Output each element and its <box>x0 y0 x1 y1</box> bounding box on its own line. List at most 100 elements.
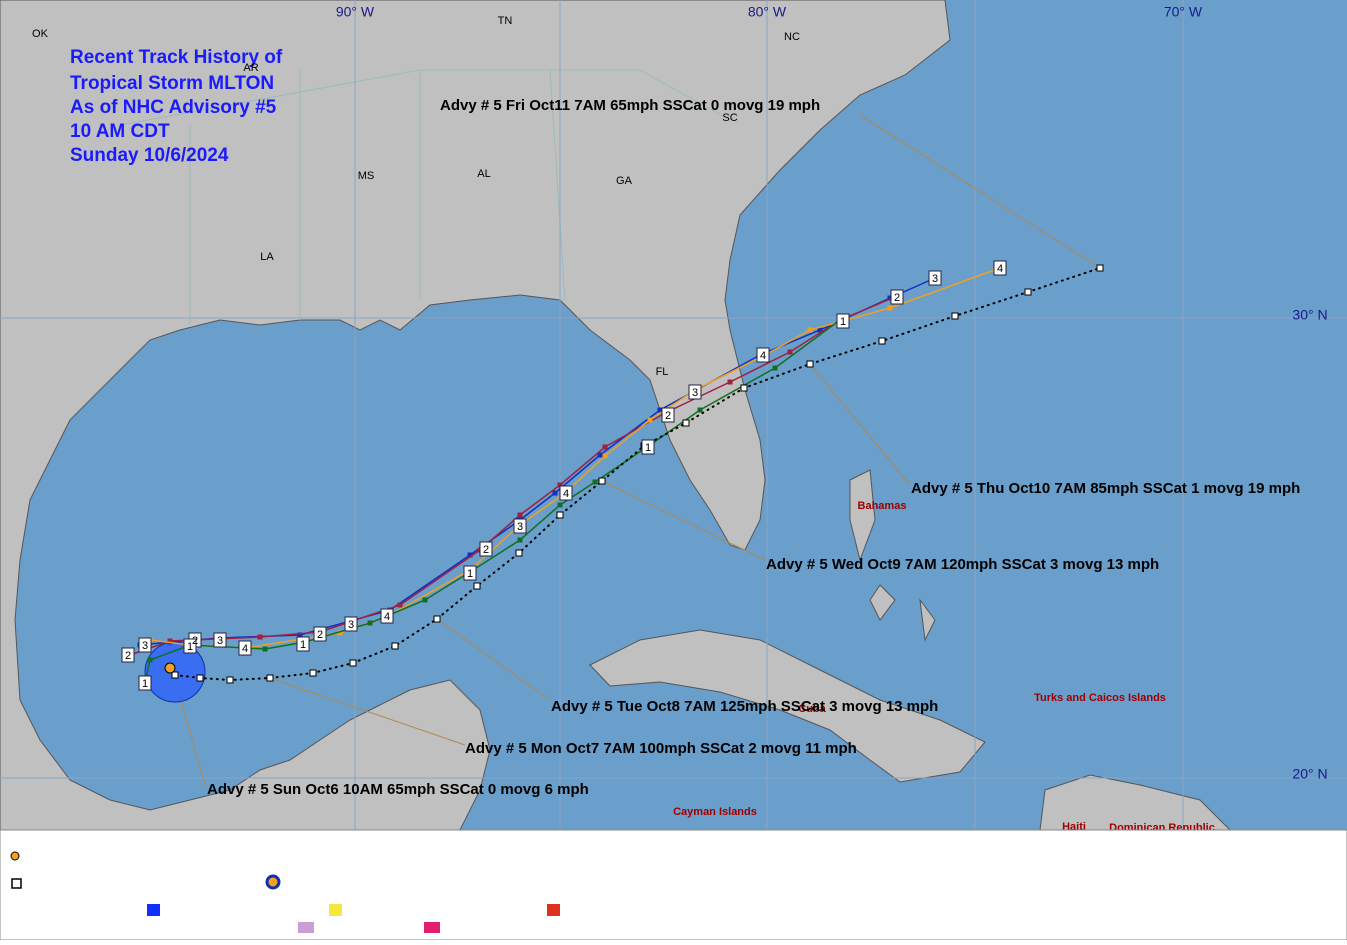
title-line: 10 AM CDT <box>70 121 170 142</box>
track-marker-label: 3 <box>217 635 223 647</box>
forecast-swatch <box>11 878 22 889</box>
sts-swatch <box>329 904 342 916</box>
center-swatch <box>10 851 20 861</box>
longitude-label: 90° W <box>336 4 375 20</box>
track-point <box>557 502 563 508</box>
track-marker-box <box>121 647 135 663</box>
state-label: LA <box>260 251 274 263</box>
state-borders <box>119 69 731 325</box>
track-point <box>887 305 893 311</box>
state-label: NC <box>784 31 800 43</box>
track-marker-box <box>993 260 1007 276</box>
state-label: FL <box>656 366 669 378</box>
track-point <box>367 620 373 626</box>
advisory-annotation: Advy # 5 Fri Oct11 7AM 65mph SSCat 0 mov… <box>440 97 820 114</box>
state-label: AR <box>243 62 258 74</box>
forecast-position <box>806 360 814 368</box>
advisory-annotation: Advy # 5 Thu Oct10 7AM 85mph SSCat 1 mov… <box>911 480 1300 497</box>
track-marker-label: 4 <box>760 350 766 362</box>
graticule <box>0 0 1347 830</box>
track-marker-label: 3 <box>142 640 148 652</box>
track-marker-label: 2 <box>192 635 198 647</box>
leader-lines <box>177 114 1101 786</box>
ts-swatch <box>147 904 160 916</box>
state-label: AL <box>477 168 490 180</box>
title-line: Recent Track History of <box>70 47 283 68</box>
track-marker-label: 1 <box>187 641 193 653</box>
state-label: SC <box>722 112 737 124</box>
state-label: OK <box>32 28 49 40</box>
forecast-position <box>598 477 606 485</box>
place-label: Turks and Caicos Islands <box>1034 692 1166 704</box>
longitude-label: 70° W <box>1164 4 1203 20</box>
track-marker-box <box>138 637 152 653</box>
track-point <box>787 349 793 355</box>
track-marker-box <box>344 616 358 632</box>
track-point <box>597 452 603 458</box>
track-marker-label: 1 <box>300 639 306 651</box>
title-line: Tropical Storm MLTON <box>70 73 274 94</box>
track-marker-box <box>688 384 702 400</box>
track-point <box>602 444 608 450</box>
place-label: Bahamas <box>858 500 907 512</box>
forecast-position <box>682 419 690 427</box>
state-label: TN <box>498 15 513 27</box>
track-marker-box <box>463 565 477 581</box>
forecast-position <box>433 615 441 623</box>
track-marker-box <box>213 632 227 648</box>
track-marker-label: 3 <box>348 619 354 631</box>
track-marker-label: 1 <box>467 568 473 580</box>
track-point <box>647 417 653 423</box>
track-marker-label: 4 <box>563 488 569 500</box>
track-marker-label: 2 <box>483 544 489 556</box>
track-marker-box <box>479 541 493 557</box>
track-point <box>697 407 703 413</box>
track-point <box>337 630 343 636</box>
track-marker-box <box>661 407 675 423</box>
track-marker-box <box>380 608 394 624</box>
forecast-position <box>349 659 357 667</box>
watch-swatch <box>298 922 314 933</box>
forecast-position <box>515 549 523 557</box>
track-point <box>727 379 733 385</box>
legend-box <box>0 829 1347 941</box>
track-point <box>817 327 823 333</box>
track-marker-label: 4 <box>997 263 1003 275</box>
current-center <box>164 662 176 674</box>
title-line: As of NHC Advisory #5 <box>70 97 277 118</box>
track-marker-box <box>138 675 152 691</box>
track-point <box>147 657 153 663</box>
track-marker-label: 3 <box>517 521 523 533</box>
track-point <box>552 490 558 496</box>
track-marker-box <box>559 485 573 501</box>
latitude-label: 20° N <box>1292 766 1327 782</box>
track-point <box>262 646 268 652</box>
forecast-position <box>951 312 959 320</box>
track-point <box>297 632 303 638</box>
track-marker-box <box>513 518 527 534</box>
forecast-position <box>473 582 481 590</box>
track-marker-label: 2 <box>125 650 131 662</box>
track-point <box>602 453 608 459</box>
track-marker-label: 4 <box>242 643 248 655</box>
track-point <box>167 638 173 644</box>
track-marker-box <box>890 289 904 305</box>
forecast-position <box>556 511 564 519</box>
track-point <box>772 365 778 371</box>
track-marker-label: 3 <box>932 273 938 285</box>
longitude-label: 80° W <box>748 4 787 20</box>
track-marker-label: 2 <box>894 292 900 304</box>
track-marker-label: 1 <box>142 678 148 690</box>
track-point <box>807 327 813 333</box>
track-marker-label: 2 <box>317 629 323 641</box>
advisory-annotation: Advy # 5 Tue Oct8 7AM 125mph SSCat 3 mov… <box>551 698 938 715</box>
advisory-annotation: Advy # 5 Sun Oct6 10AM 65mph SSCat 0 mov… <box>207 781 589 798</box>
track-marker-label: 2 <box>665 410 671 422</box>
track-point <box>422 597 428 603</box>
track-marker-box <box>836 313 850 329</box>
state-label: GA <box>616 175 633 187</box>
forecast-position <box>309 669 317 677</box>
track-marker-label: 3 <box>692 387 698 399</box>
track-marker-box <box>313 626 327 642</box>
